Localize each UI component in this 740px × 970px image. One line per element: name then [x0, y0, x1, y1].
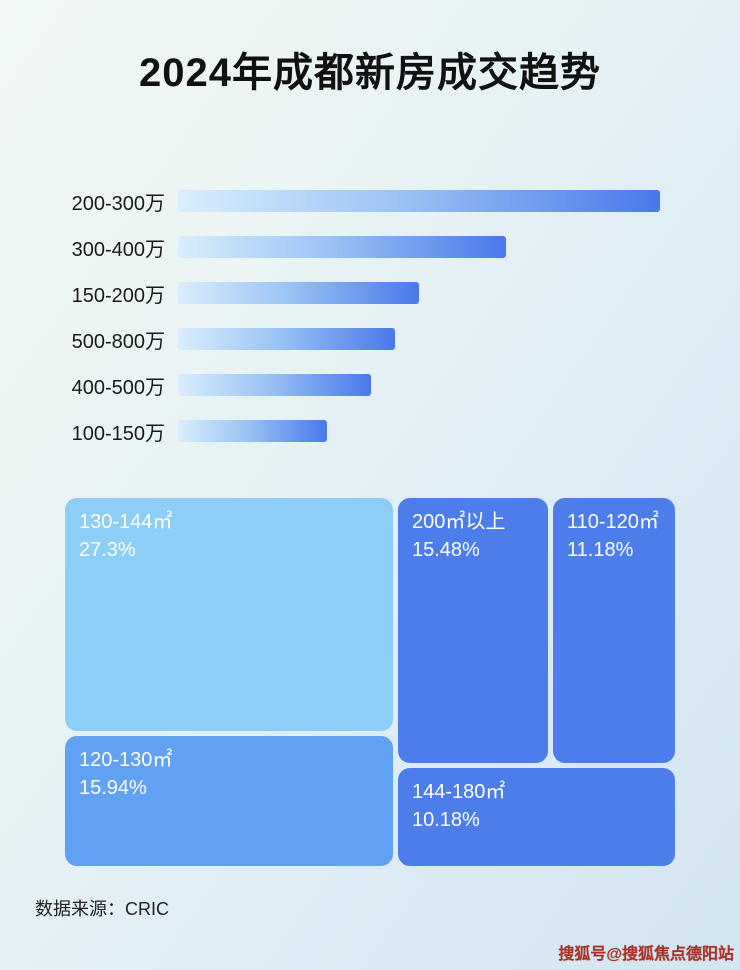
- treemap-block-label: 144-180㎡: [412, 781, 506, 803]
- treemap-block-value: 15.94%: [79, 777, 147, 799]
- bar-category-label: 300-400万: [71, 238, 165, 261]
- bar-row: 400-500万: [55, 374, 660, 399]
- data-source-label: 数据来源：CRIC: [35, 899, 169, 919]
- bar: [178, 282, 419, 304]
- treemap-block-value: 27.3%: [79, 539, 136, 561]
- bar: [178, 420, 328, 442]
- bar: [178, 374, 371, 396]
- watermark-text: 搜狐号@搜狐焦点德阳站: [558, 946, 734, 963]
- treemap-block-value: 10.18%: [412, 809, 480, 831]
- treemap-block: 130-144㎡ 27.3%: [65, 498, 393, 731]
- bar: [178, 236, 506, 258]
- treemap-block: 120-130㎡ 15.94%: [65, 736, 393, 866]
- treemap-block-label: 200㎡以上: [412, 511, 506, 533]
- bar-row: 150-200万: [55, 282, 660, 307]
- bar-row: 500-800万: [55, 328, 660, 353]
- bar-category-label: 150-200万: [71, 284, 165, 307]
- bar-row: 300-400万: [55, 236, 660, 261]
- bar-rows: 200-300万 300-400万 150-200万 500-800万 400-500万…: [55, 190, 660, 445]
- bar-row: 100-150万: [55, 420, 660, 445]
- page-title: 2024年成都新房成交趋势: [139, 51, 601, 95]
- treemap-block-label: 120-130㎡: [79, 749, 173, 771]
- treemap-block-label: 130-144㎡: [79, 511, 173, 533]
- bar-track: [178, 236, 660, 258]
- area-treemap: 130-144㎡ 27.3% 120-130㎡ 15.94% 200㎡以上 15…: [65, 498, 675, 866]
- bar-track: [178, 328, 660, 350]
- treemap-block-label: 110-120㎡: [567, 511, 659, 533]
- bar: [178, 190, 660, 212]
- bar-track: [178, 374, 660, 396]
- bar-track: [178, 282, 660, 304]
- treemap-block: 110-120㎡ 11.18%: [553, 498, 675, 763]
- treemap-block: 200㎡以上 15.48%: [398, 498, 548, 763]
- bar-category-label: 500-800万: [71, 330, 165, 353]
- price-range-bar-chart: 200-300万 300-400万 150-200万 500-800万 400-500万…: [0, 190, 740, 445]
- bar: [178, 328, 395, 350]
- bar-track: [178, 190, 660, 212]
- treemap-block-value: 15.48%: [412, 539, 480, 561]
- bar-category-label: 100-150万: [71, 422, 165, 445]
- bar-category-label: 200-300万: [71, 192, 165, 215]
- treemap-block-value: 11.18%: [567, 539, 634, 561]
- bar-category-label: 400-500万: [71, 376, 165, 399]
- treemap-block: 144-180㎡ 10.18%: [398, 768, 675, 866]
- bar-row: 200-300万: [55, 190, 660, 215]
- bar-track: [178, 420, 660, 442]
